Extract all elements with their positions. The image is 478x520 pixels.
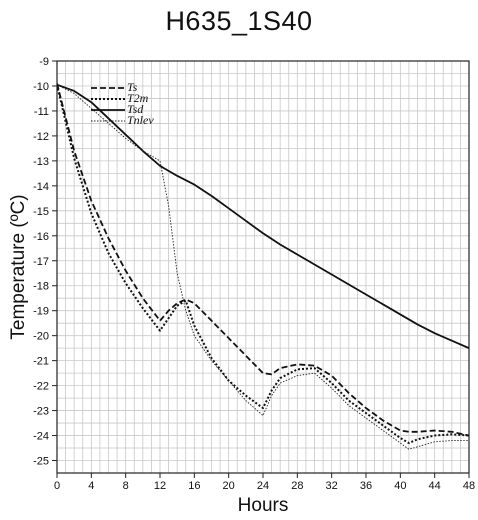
legend-label-ts: Ts: [127, 80, 138, 94]
y-tick-label: -13: [33, 156, 49, 168]
y-tick-label: -19: [33, 306, 49, 318]
y-tick-label: -24: [33, 431, 49, 443]
y-tick-label: -9: [39, 56, 49, 68]
x-tick-label: 0: [54, 480, 60, 492]
y-tick-label: -17: [33, 256, 49, 268]
y-tick-label: -11: [34, 106, 49, 118]
x-tick-label: 32: [326, 480, 338, 492]
y-axis-label: Temperature (ºC): [8, 194, 29, 339]
x-tick-label: 36: [360, 480, 372, 492]
y-tick-label: -21: [33, 356, 49, 368]
x-tick-label: 4: [88, 480, 94, 492]
y-tick-label: -22: [33, 381, 49, 393]
series-line-ts: [57, 83, 469, 437]
y-tick-label: -12: [33, 131, 49, 143]
x-tick-label: 8: [123, 480, 129, 492]
chart-title: H635_1S40: [165, 6, 313, 36]
series-line-t2m: [57, 84, 469, 445]
y-tick-label: -18: [33, 281, 49, 293]
x-axis-label: Hours: [238, 495, 289, 516]
y-tick-label: -25: [33, 456, 49, 468]
series-line-tsd: [57, 83, 469, 349]
x-tick-label: 16: [188, 480, 200, 492]
legend-label-t2m: T2m: [127, 91, 149, 105]
legend-label-tsd: Tsd: [127, 102, 144, 116]
x-tick-label: 12: [154, 480, 166, 492]
y-tick-label: -14: [33, 181, 49, 193]
y-tick-label: -20: [33, 331, 49, 343]
x-tick-label: 48: [463, 480, 475, 492]
x-tick-label: 24: [257, 480, 269, 492]
y-tick-label: -23: [33, 406, 49, 418]
y-tick-label: -10: [33, 81, 49, 93]
legend-label-tnlev: Tnlev: [127, 113, 154, 127]
series-line-tnlev: [57, 84, 469, 450]
x-tick-label: 40: [394, 480, 406, 492]
y-tick-label: -15: [33, 206, 49, 218]
x-tick-label: 20: [223, 480, 235, 492]
x-tick-label: 28: [291, 480, 303, 492]
x-tick-label: 44: [429, 480, 441, 492]
y-tick-label: -16: [33, 231, 49, 243]
